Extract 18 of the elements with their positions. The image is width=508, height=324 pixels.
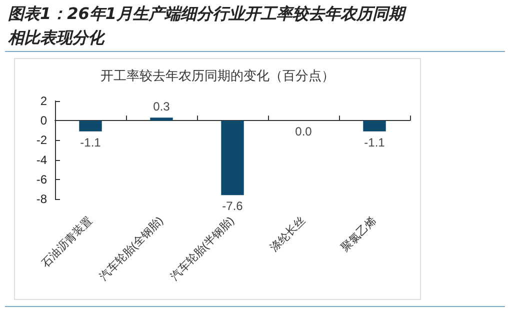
data-label: -7.6 (222, 199, 244, 214)
y-tick-label: -8 (36, 192, 48, 206)
chart-subtitle: 开工率较去年农历同期的变化（百分点） (100, 68, 334, 84)
x-tick-label: 涤纶长丝 (267, 214, 308, 254)
data-label: -1.1 (80, 135, 102, 150)
y-tick-label: -4 (36, 152, 48, 167)
data-label: -1.1 (364, 135, 386, 150)
x-tick-label: 汽车轮胎(全钢胎) (96, 214, 166, 283)
x-tick-label: 聚氯乙烯 (338, 214, 379, 254)
data-label: 0.3 (153, 100, 170, 114)
y-tick-label: -6 (36, 172, 48, 186)
chart-title: 图表1：26年1月生产端细分行业开工率较去年农历同期相比表现分化 (8, 3, 408, 49)
y-tick-label: -2 (36, 133, 48, 148)
x-tick-label: 汽车轮胎(半钢胎) (168, 214, 237, 283)
y-tick-label: 0 (40, 114, 48, 128)
data-label: 0.0 (295, 124, 312, 139)
x-tick-label: 石油沥青装置 (38, 214, 95, 270)
y-tick-label: 2 (40, 94, 48, 108)
